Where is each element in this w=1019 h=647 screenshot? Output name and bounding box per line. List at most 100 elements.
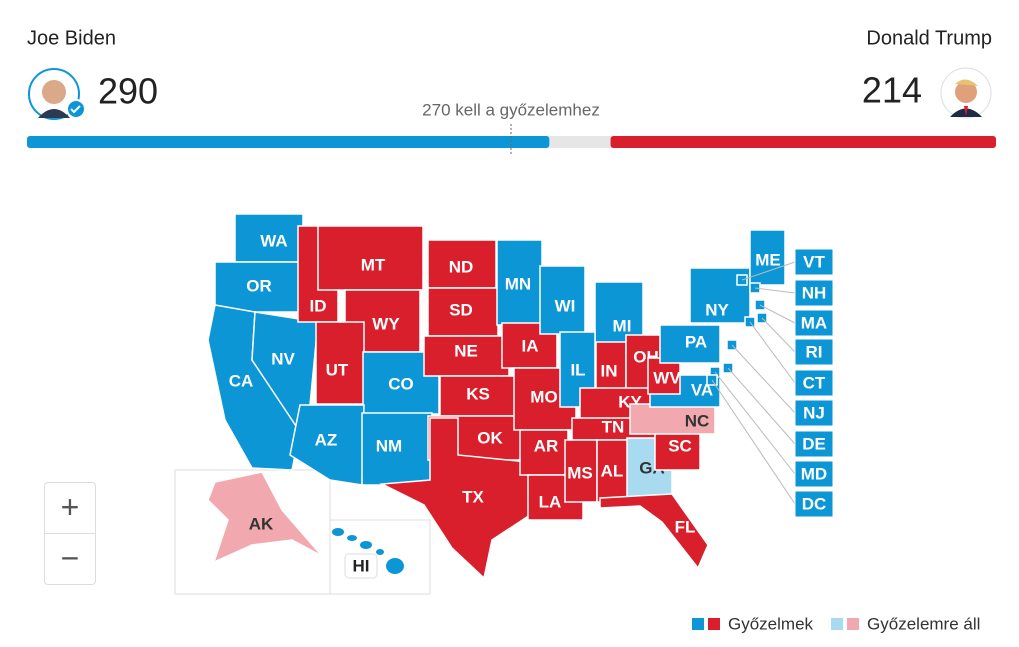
state-box <box>794 460 834 488</box>
state-label: IN <box>601 361 618 380</box>
state-box <box>794 248 834 276</box>
state-label: WY <box>372 314 400 333</box>
state <box>332 528 344 536</box>
state-label: ND <box>449 257 474 276</box>
state-label: PA <box>685 332 707 351</box>
state <box>539 265 586 335</box>
state-label: CA <box>229 371 254 390</box>
state <box>427 239 497 289</box>
state-label: ME <box>755 250 781 269</box>
state <box>347 535 357 541</box>
state-box <box>794 430 834 458</box>
state-label: NJ <box>803 403 825 422</box>
state-label: AK <box>249 514 274 533</box>
state <box>379 417 531 580</box>
state <box>317 225 424 291</box>
state-label: DE <box>802 434 826 453</box>
state <box>315 321 365 405</box>
biden-bar <box>27 136 550 148</box>
state-label: MS <box>567 463 593 482</box>
state <box>594 281 644 345</box>
state-label: AL <box>601 461 624 480</box>
state-box <box>794 490 834 518</box>
state-label: MT <box>361 255 386 274</box>
leader-line <box>727 367 796 445</box>
state-label: CO <box>388 374 414 393</box>
state-label: OR <box>246 276 272 295</box>
state-label: MA <box>801 313 827 332</box>
legend-swatch <box>708 618 720 630</box>
state <box>376 549 384 555</box>
leader-line <box>714 371 796 475</box>
state <box>496 239 543 326</box>
state-label: DC <box>802 494 827 513</box>
state-label: IA <box>522 336 539 355</box>
state-label: FL <box>675 517 696 536</box>
legend-label: Győzelemre áll <box>867 614 980 633</box>
state-label: AR <box>534 436 559 455</box>
state-label: RI <box>806 342 823 361</box>
state-box <box>794 279 834 307</box>
leader-line <box>711 379 796 505</box>
state-label: SD <box>449 300 473 319</box>
state-label: NE <box>454 341 478 360</box>
state <box>599 493 709 570</box>
leader-line <box>761 317 796 353</box>
zoom-out-button[interactable]: − <box>44 533 96 585</box>
legend-swatch <box>847 618 860 630</box>
state-label: NV <box>271 349 295 368</box>
state-box <box>794 399 834 427</box>
state <box>234 213 304 263</box>
leader-line <box>749 321 796 384</box>
leader-line <box>731 344 796 414</box>
zoom-in-button[interactable]: + <box>44 482 96 534</box>
state <box>360 541 372 549</box>
state-label: MI <box>613 316 632 335</box>
trump-avatar <box>940 67 992 119</box>
electoral-votes: 214 <box>862 70 922 111</box>
state-label: NH <box>802 283 827 302</box>
state-box <box>794 369 834 397</box>
state-label: TX <box>462 487 484 506</box>
state <box>361 412 433 486</box>
state-label: NM <box>376 436 402 455</box>
state <box>659 324 721 364</box>
candidate-name: Joe Biden <box>27 27 116 49</box>
state-label: WA <box>260 231 287 250</box>
leader-line <box>754 287 796 294</box>
state-label: CT <box>803 373 826 392</box>
legend-swatch <box>831 618 844 630</box>
state-label: AZ <box>315 430 338 449</box>
state <box>289 404 365 486</box>
state <box>423 335 510 377</box>
state-label: KS <box>466 384 490 403</box>
state-label: WV <box>653 368 681 387</box>
state <box>749 229 786 286</box>
state-label: TN <box>602 417 625 436</box>
legend-label: Győzelmek <box>728 614 814 633</box>
state <box>427 287 499 337</box>
state <box>439 375 519 417</box>
state-label: WI <box>555 296 576 315</box>
state-label: NY <box>705 300 729 319</box>
state-label: HI <box>353 556 370 575</box>
legend-swatch <box>692 618 704 630</box>
leader-line <box>759 304 796 324</box>
candidate-name: Donald Trump <box>866 27 992 49</box>
leader-line <box>741 261 796 281</box>
state <box>564 439 598 503</box>
state-label: OK <box>477 428 503 447</box>
state-label: MN <box>505 274 531 293</box>
state <box>207 471 323 564</box>
state-label: IL <box>570 360 585 379</box>
state-label: LA <box>539 492 562 511</box>
state <box>386 558 404 574</box>
state-box <box>794 338 834 366</box>
state-label: UT <box>326 360 349 379</box>
state-label-box <box>344 553 378 579</box>
state-label: SC <box>668 436 692 455</box>
state-label: NC <box>685 411 710 430</box>
threshold-label: 270 kell a győzelemhez <box>422 100 600 119</box>
